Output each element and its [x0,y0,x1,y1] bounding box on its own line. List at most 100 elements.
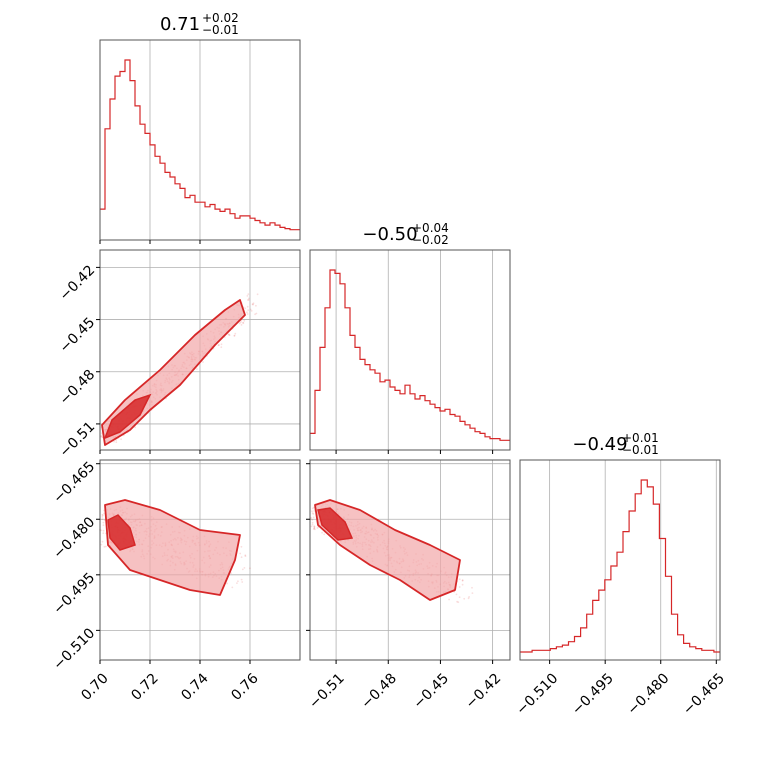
sample-point [247,293,250,295]
sample-point [471,592,474,594]
sample-point [311,512,314,515]
sample-point [311,523,314,526]
sample-point [249,567,251,570]
sample-point [247,309,250,311]
sample-point [234,332,237,335]
sample-point [115,439,117,442]
y-tick-label: −0.42 [57,262,99,304]
sample-point [256,293,259,296]
sample-point [246,295,249,297]
sample-point [310,525,313,528]
sample-point [240,556,243,559]
y-tick-label: −0.45 [57,315,99,357]
sample-point [113,440,115,443]
title-p0-plus: +0.02 [202,11,239,25]
sample-point [458,596,461,599]
x-tick-label: 0.76 [228,670,261,703]
sample-point [103,512,105,515]
sample-point [226,582,229,585]
sample-point [227,333,230,336]
sample-point [246,311,248,314]
sample-point [228,333,231,336]
title-p2-minus: −0.01 [622,443,659,457]
y-tick-label: −0.51 [57,419,99,461]
sample-point [233,334,236,337]
sample-point [240,324,243,326]
histogram-p2 [520,479,720,653]
sample-point [238,322,241,325]
sample-point [240,545,243,548]
sample-point [455,593,458,596]
sample-point [100,435,103,438]
sample-point [240,578,243,581]
sample-point [233,335,236,337]
sample-point [239,321,242,324]
sample-point [100,529,103,532]
y-tick-label: −0.48 [57,367,99,409]
sample-point [255,312,258,315]
sample-point [217,344,220,347]
sample-point [313,525,316,528]
sample-point [102,524,105,527]
sample-point [241,568,244,571]
sample-point [247,297,250,300]
sample-point [246,313,249,315]
sample-point [471,586,473,589]
x-tick-label: 0.72 [128,670,161,703]
sample-point [220,343,223,346]
y-tick-label: −0.465 [50,459,98,507]
sample-point [311,518,314,521]
sample-point [120,438,122,441]
sample-point [243,567,246,569]
sample-point [448,598,450,601]
contour-p2-p1 [314,499,461,601]
sample-point [313,527,316,529]
sample-point [458,578,461,581]
y-tick-label: −0.510 [50,625,98,673]
sample-point [100,435,103,437]
x-tick-label: −0.45 [411,670,453,712]
sample-point [243,319,246,322]
x-tick-label: 0.74 [178,670,211,703]
x-tick-label: 0.70 [78,670,111,703]
sample-point [101,540,104,543]
sample-point [252,302,255,305]
sample-point [102,514,104,517]
sample-point [100,543,103,546]
sample-point [220,346,223,349]
sample-point [103,519,106,522]
sample-point [250,310,253,312]
sample-point [252,303,254,306]
sample-point [247,299,250,301]
sample-point [313,527,316,529]
x-tick-label: −0.510 [513,670,561,718]
sample-point [102,521,105,524]
sample-point [457,601,460,604]
sample-point [255,304,257,307]
contour-core-p2-p0 [107,514,136,551]
panel-frame [519,459,721,661]
tick-label-layer: 0.70 0.72 0.74 0.76 −0.51 −0.48 −0.45 −0.42 −0.5… [50,262,728,718]
sample-point [102,529,105,532]
sample-point [102,532,105,535]
title-p0-median: 0.71 [160,14,200,35]
sample-point [239,552,242,555]
sample-point [236,582,238,584]
sample-point [313,510,316,512]
x-tick-label: −0.42 [463,670,505,712]
frame-layer [96,39,721,664]
sample-point [311,521,314,524]
sample-point [312,513,315,515]
x-tick-label: −0.480 [625,670,673,718]
sample-point [314,528,316,531]
sample-point [231,586,234,589]
contour-p2-p0 [104,499,241,596]
sample-point [311,507,314,510]
sample-point [312,516,315,519]
sample-point [242,322,245,324]
sample-point [244,307,247,310]
title-p0-minus: −0.01 [202,23,239,37]
sample-point [316,527,319,529]
title-layer: 0.71 +0.02−0.01−0.50+0.04−0.02−0.49+0.01−… [160,11,659,457]
